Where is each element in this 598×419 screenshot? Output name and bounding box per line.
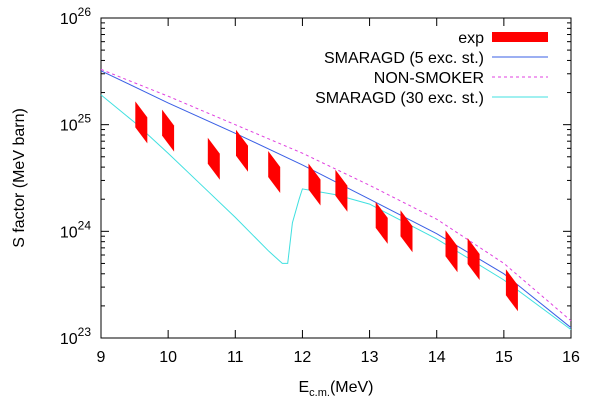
axis-ticks [100,17,572,339]
x-tick-label: 9 [97,349,106,366]
series-lines [100,68,572,331]
x-tick-label: 15 [495,349,513,366]
x-tick-label: 16 [562,349,580,366]
exp-points [135,101,518,312]
x-axis-title: Ec.m.(MeV) [298,379,373,399]
x-tick-label: 11 [227,349,244,366]
exp-point [207,137,220,180]
y-tick-label-exponent: 25 [78,112,92,126]
exp-point [467,238,480,280]
x-tick-labels: 9 10 11 12 13 14 15 16 [97,349,580,366]
y-tick-label: 1026 [60,5,91,28]
y-tick-label-base: 10 [60,224,78,241]
legend-label-smaragd-30: SMARAGD (30 exc. st.) [315,90,484,107]
exp-point [308,163,321,206]
x-tick-label: 12 [294,349,312,366]
exp-point [236,129,248,172]
y-axis-title: S factor (MeV barn) [11,108,28,248]
x-axis-title-unit: (MeV) [330,379,374,396]
series-line-2 [100,68,572,322]
legend-label-exp: exp [458,30,484,47]
y-tick-label-exponent: 23 [78,325,92,339]
plot-frame [100,17,572,339]
exp-point [375,201,388,244]
legend: exp SMARAGD (5 exc. st.) NON-SMOKER SMAR… [315,30,548,107]
y-tick-label-exponent: 24 [78,218,92,232]
x-tick-label: 14 [428,349,446,366]
x-tick-label: 10 [159,349,177,366]
legend-key-exp [492,32,548,42]
exp-point [505,269,518,312]
series-line-1 [100,70,572,329]
x-axis-title-main: E [298,379,309,396]
y-tick-label: 1025 [60,112,91,135]
x-tick-label: 13 [361,349,379,366]
y-tick-label-base: 10 [60,331,78,348]
legend-label-smaragd-5: SMARAGD (5 exc. st.) [324,50,484,67]
exp-point [400,210,413,253]
y-tick-label-exponent: 26 [78,5,92,19]
exp-point [135,101,148,144]
exp-point [445,230,458,273]
y-tick-label-base: 10 [60,118,78,135]
exp-point [335,169,348,212]
y-tick-label: 1023 [60,325,91,348]
y-tick-label-base: 10 [60,11,78,28]
legend-label-non-smoker: NON-SMOKER [374,70,484,87]
exp-point [162,109,175,152]
exp-point [268,151,281,193]
y-tick-label: 1024 [60,218,91,241]
x-axis-title-subscript: c.m. [309,387,330,399]
